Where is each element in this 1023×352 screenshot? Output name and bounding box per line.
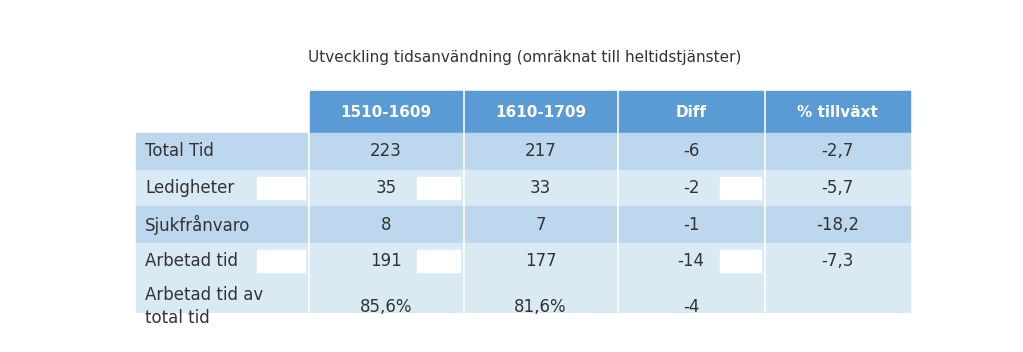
Bar [416, 250, 460, 272]
Text: Arbetad tid av
total tid: Arbetad tid av total tid [145, 287, 264, 327]
Bar [464, 133, 616, 170]
Bar [766, 133, 909, 170]
Bar [310, 133, 461, 170]
Bar [620, 206, 763, 243]
Bar [766, 243, 909, 279]
Text: -4: -4 [683, 297, 700, 315]
Text: 81,6%: 81,6% [515, 297, 567, 315]
Text: 35: 35 [375, 179, 397, 197]
Text: 33: 33 [530, 179, 551, 197]
Bar [720, 250, 761, 272]
Text: 177: 177 [525, 252, 557, 270]
Bar [720, 177, 761, 199]
Text: Arbetad tid: Arbetad tid [145, 252, 238, 270]
Bar [310, 91, 461, 133]
Bar [257, 177, 306, 199]
Text: 191: 191 [370, 252, 402, 270]
Text: Diff: Diff [675, 105, 707, 120]
Bar [620, 279, 763, 334]
Text: 8: 8 [381, 215, 391, 233]
Bar [620, 133, 763, 170]
Text: 217: 217 [525, 142, 557, 160]
Text: Sjukfrånvaro: Sjukfrånvaro [145, 214, 251, 234]
Text: -6: -6 [683, 142, 700, 160]
Bar [257, 250, 306, 272]
Bar [620, 170, 763, 206]
Bar [136, 170, 307, 206]
Bar [464, 243, 616, 279]
Text: -14: -14 [677, 252, 705, 270]
Bar [136, 279, 307, 334]
Text: Total Tid: Total Tid [145, 142, 214, 160]
Bar [620, 91, 763, 133]
Text: -5,7: -5,7 [821, 179, 854, 197]
Bar [310, 243, 461, 279]
Text: -1: -1 [683, 215, 700, 233]
Bar [136, 243, 307, 279]
Text: 1610-1709: 1610-1709 [495, 105, 586, 120]
Text: Ledigheter: Ledigheter [145, 179, 234, 197]
Bar [310, 170, 461, 206]
Text: 1510-1609: 1510-1609 [341, 105, 432, 120]
Bar [766, 91, 909, 133]
Bar [310, 279, 461, 334]
Text: -2: -2 [683, 179, 700, 197]
Bar [136, 91, 307, 133]
Text: 7: 7 [535, 215, 546, 233]
Bar [136, 133, 307, 170]
Bar [766, 206, 909, 243]
Bar [464, 206, 616, 243]
Text: 223: 223 [370, 142, 402, 160]
Text: Utveckling tidsanvändning (omräknat till heltidstjänster): Utveckling tidsanvändning (omräknat till… [308, 50, 741, 65]
Bar [310, 206, 461, 243]
Text: -18,2: -18,2 [816, 215, 859, 233]
Bar [416, 177, 460, 199]
Bar [620, 243, 763, 279]
Text: -2,7: -2,7 [821, 142, 854, 160]
Bar [766, 170, 909, 206]
Bar [464, 170, 616, 206]
Text: -7,3: -7,3 [821, 252, 854, 270]
Bar [136, 206, 307, 243]
Bar [464, 279, 616, 334]
Text: % tillväxt: % tillväxt [797, 105, 879, 120]
Bar [464, 91, 616, 133]
Text: 85,6%: 85,6% [360, 297, 412, 315]
Bar [766, 279, 909, 334]
